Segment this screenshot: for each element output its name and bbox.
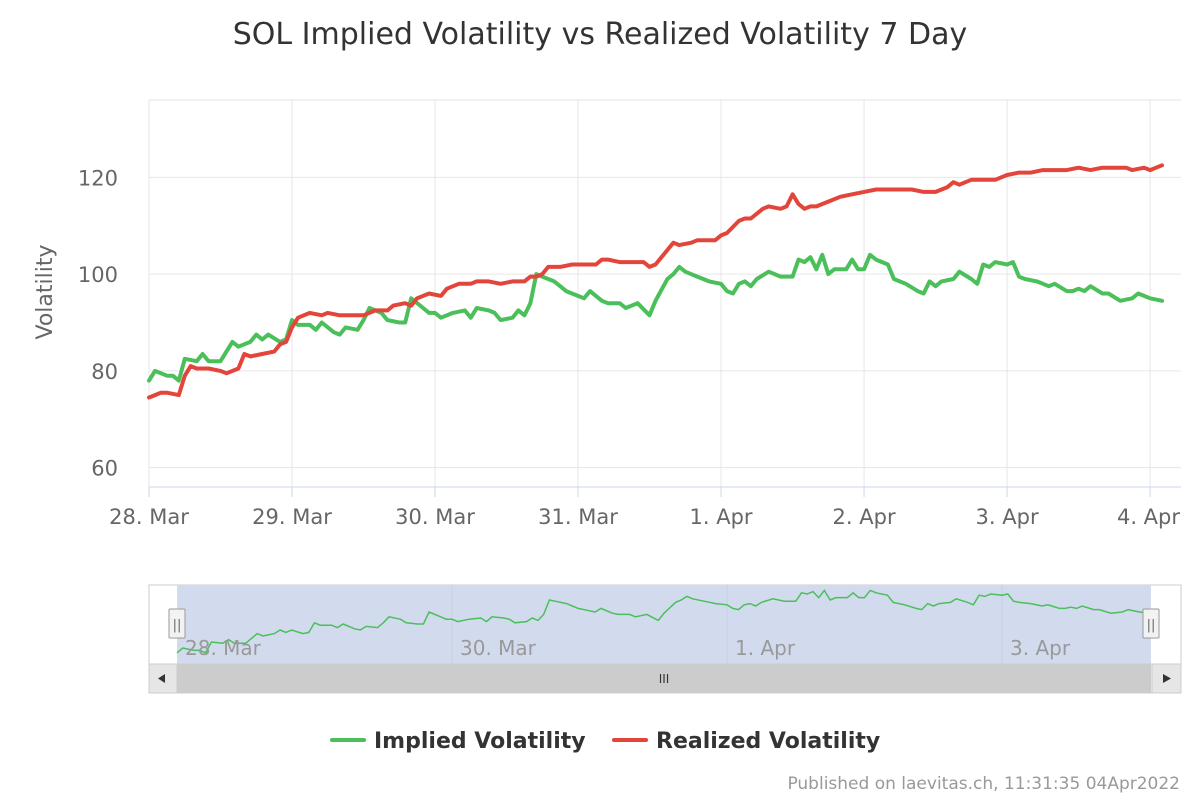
legend-item-realized[interactable]: Realized Volatility: [612, 729, 880, 754]
chart-title: SOL Implied Volatility vs Realized Volat…: [233, 17, 967, 52]
navigator-gridlines: [451, 585, 1003, 664]
navigator-series-line: [176, 589, 1152, 654]
y-axis-ticks: 60 80 100 120: [78, 166, 118, 480]
navigator-tick-label: 3. Apr: [1010, 636, 1071, 660]
navigator-tick-label: 30. Mar: [460, 636, 537, 660]
x-axis-ticks: 28. Mar 29. Mar 30. Mar 31. Mar 1. Apr 2. Apr…: [109, 487, 1180, 529]
scroll-right-button[interactable]: [1151, 663, 1182, 694]
series-line-implied-volatility: [147, 252, 1164, 383]
x-tick-label: 28. Mar: [109, 505, 189, 529]
navigator-selection-mask[interactable]: [177, 585, 1151, 664]
horizontal-gridlines: [149, 99, 1181, 469]
scrollbar-thumb[interactable]: [177, 664, 1151, 693]
credit-text[interactable]: Published on laevitas.ch, 11:31:35 04Apr…: [787, 774, 1180, 794]
plot-area: 60 80 100 120 28. Mar 29. Mar 30. Mar 31. Mar 1…: [33, 99, 1181, 529]
navigator[interactable]: 28. Mar 30. Mar 1. Apr 3. Apr || ||: [148, 584, 1182, 665]
legend-label: Realized Volatility: [656, 729, 880, 754]
navigator-tick-label: 28. Mar: [185, 636, 262, 660]
scrollbar-grip-icon: III: [659, 672, 670, 686]
navigator-tick-labels: 28. Mar 30. Mar 1. Apr 3. Apr: [185, 636, 1071, 660]
navigator-handle-right[interactable]: ||: [1142, 608, 1160, 639]
handle-grip-icon: ||: [1147, 618, 1156, 633]
legend-item-implied[interactable]: Implied Volatility: [330, 729, 586, 754]
navigator-handle-left[interactable]: ||: [168, 608, 186, 639]
y-tick-label: 120: [78, 166, 118, 190]
x-tick-label: 31. Mar: [538, 505, 618, 529]
arrow-right-icon: [1163, 674, 1171, 683]
legend-label: Implied Volatility: [374, 729, 586, 754]
x-tick-label: 4. Apr: [1117, 505, 1180, 529]
x-tick-label: 30. Mar: [395, 505, 475, 529]
y-tick-label: 60: [91, 457, 118, 481]
x-tick-label: 1. Apr: [690, 505, 753, 529]
y-axis-label: Volatility: [33, 244, 58, 339]
arrow-left-icon: [158, 674, 165, 683]
scrollbar[interactable]: III: [148, 663, 1182, 694]
x-tick-label: 3. Apr: [976, 505, 1039, 529]
handle-grip-icon: ||: [173, 618, 182, 633]
y-tick-label: 100: [78, 263, 118, 287]
navigator-tick-label: 1. Apr: [735, 636, 796, 660]
x-tick-label: 2. Apr: [833, 505, 896, 529]
series-line-realized-volatility: [147, 163, 1164, 400]
scroll-left-button[interactable]: [148, 663, 178, 694]
y-tick-label: 80: [91, 360, 118, 384]
vertical-gridlines: [148, 100, 1151, 487]
series-lines: [147, 163, 1164, 400]
legend: Implied Volatility Realized Volatility: [330, 729, 880, 754]
x-tick-label: 29. Mar: [252, 505, 332, 529]
